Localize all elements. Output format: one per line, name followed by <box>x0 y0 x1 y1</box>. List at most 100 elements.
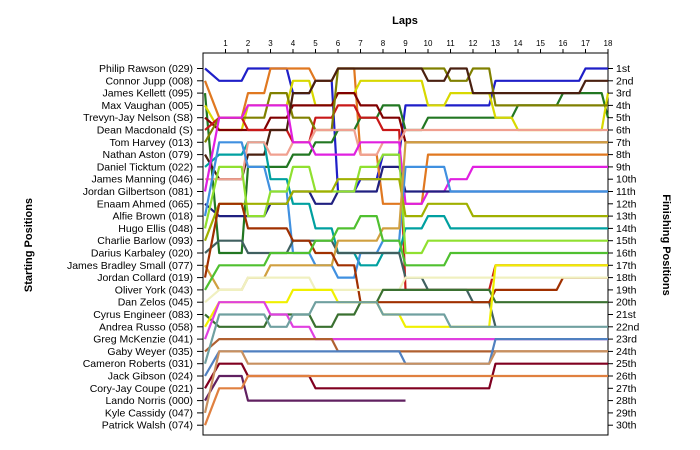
driver-label: Jordan Collard (019) <box>97 272 193 284</box>
finish-position-label: 15th <box>616 235 637 247</box>
driver-line <box>203 301 608 365</box>
finish-position-label: 30th <box>616 420 637 432</box>
finish-position-label: 14th <box>616 223 637 235</box>
finish-position-label: 9th <box>616 161 631 173</box>
finish-position-label: 4th <box>616 100 631 112</box>
lap-tick-label: 18 <box>604 39 613 48</box>
driver-label: Dan Zelos (045) <box>118 297 193 309</box>
driver-line <box>203 350 608 414</box>
finish-position-label: 1st <box>616 63 630 75</box>
finish-position-label: 3rd <box>616 88 631 100</box>
lap-tick-label: 1 <box>223 39 228 48</box>
driver-label: Daniel Ticktum (022) <box>97 161 193 173</box>
finish-position-label: 28th <box>616 395 637 407</box>
driver-label: Greg McKenzie (041) <box>93 334 193 346</box>
y-axis-left-label: Starting Positions <box>23 198 35 292</box>
driver-line <box>204 374 406 402</box>
driver-label: Cyrus Engineer (083) <box>93 309 193 321</box>
driver-line <box>204 264 608 328</box>
finish-position-label: 2nd <box>616 75 634 87</box>
finish-position-label: 25th <box>616 358 637 370</box>
driver-label: Darius Karbaley (020) <box>91 248 193 260</box>
driver-label: Kyle Cassidy (047) <box>105 407 193 419</box>
y-axis-right-label: Finishing Positions <box>660 194 672 295</box>
finish-position-label: 6th <box>616 125 631 137</box>
driver-line <box>205 128 608 181</box>
lap-tick-label: 7 <box>358 39 363 48</box>
finish-position-label: 18th <box>616 272 637 284</box>
driver-label: James Bradley Small (077) <box>67 260 193 272</box>
lap-tick-label: 10 <box>424 39 433 48</box>
driver-lines <box>203 67 610 426</box>
driver-label: Philip Rawson (029) <box>99 63 193 75</box>
lap-tick-label: 5 <box>313 39 318 48</box>
lap-tick-label: 16 <box>559 39 568 48</box>
finish-position-label: 10th <box>616 174 637 186</box>
finish-position-label: 16th <box>616 248 637 260</box>
lap-tick-label: 17 <box>581 39 590 48</box>
lap-tick-label: 13 <box>491 39 500 48</box>
finish-position-label: 7th <box>616 137 631 149</box>
lap-tick-label: 4 <box>291 39 296 48</box>
driver-label: Enaam Ahmed (065) <box>97 198 193 210</box>
driver-line <box>203 202 608 304</box>
lap-tick-label: 12 <box>469 39 478 48</box>
finish-position-label: 8th <box>616 149 631 161</box>
driver-label: Jack Gibson (024) <box>108 371 193 383</box>
driver-label: Jordan Gilbertson (081) <box>83 186 193 198</box>
driver-label: James Kellett (095) <box>103 88 193 100</box>
driver-line <box>203 178 608 242</box>
finish-position-label: 22nd <box>616 321 640 333</box>
driver-label: Nathan Aston (079) <box>103 149 193 161</box>
lap-tick-label: 8 <box>381 39 386 48</box>
lap-ticks: 1 2 3 4 5 6 7 8 9 10 11 12 13 14 15 16 17 18 <box>223 39 613 53</box>
finish-position-label: 13th <box>616 211 637 223</box>
driver-label: James Manning (046) <box>91 174 193 186</box>
driver-label: Oliver York (043) <box>115 284 193 296</box>
driver-line <box>204 141 608 267</box>
lap-tick-label: 11 <box>446 39 455 48</box>
driver-label: Alfie Brown (018) <box>112 211 193 223</box>
driver-label: Dean Macdonald (S) <box>97 125 193 137</box>
driver-label: Andrea Russo (058) <box>99 321 193 333</box>
driver-label: Charlie Barlow (093) <box>97 235 193 247</box>
lap-tick-label: 3 <box>268 39 273 48</box>
driver-line <box>203 153 608 255</box>
driver-label: Cameron Roberts (031) <box>83 358 193 370</box>
finish-position-label: 21st <box>616 309 636 321</box>
lap-tick-label: 14 <box>514 39 523 48</box>
finish-position-label: 26th <box>616 371 637 383</box>
finishing-position-labels: 1st2nd3rd4th5th6th7th8th9th10th11th12th1… <box>608 63 640 432</box>
driver-label: Trevyn-Jay Nelson (S8) <box>83 112 193 124</box>
finish-position-label: 11th <box>616 186 636 198</box>
lap-tick-label: 6 <box>336 39 341 48</box>
finish-position-label: 12th <box>616 198 637 210</box>
driver-line <box>203 104 608 205</box>
finish-position-label: 24th <box>616 346 637 358</box>
finish-position-label: 29th <box>616 407 637 419</box>
finish-position-label: 17th <box>616 260 637 272</box>
finish-position-label: 23rd <box>616 334 637 346</box>
driver-label: Tom Harvey (013) <box>110 137 193 149</box>
lap-tick-label: 9 <box>403 39 408 48</box>
finish-position-label: 5th <box>616 112 631 124</box>
starting-position-labels: Philip Rawson (029)Connor Jupp (008)Jame… <box>67 63 203 432</box>
finish-position-label: 27th <box>616 383 637 395</box>
driver-label: Connor Jupp (008) <box>105 75 193 87</box>
driver-line <box>204 141 608 291</box>
driver-line <box>204 67 608 181</box>
driver-label: Max Vaughan (005) <box>102 100 193 112</box>
driver-line <box>204 276 608 304</box>
lap-tick-label: 15 <box>536 39 545 48</box>
driver-label: Gaby Weyer (035) <box>107 346 193 358</box>
driver-label: Cory-Jay Coupe (021) <box>90 383 193 395</box>
driver-label: Lando Norris (000) <box>105 395 193 407</box>
driver-line <box>204 215 608 291</box>
driver-label: Hugo Ellis (048) <box>118 223 193 235</box>
finish-position-label: 19th <box>616 284 637 296</box>
lap-tick-label: 2 <box>246 39 251 48</box>
finish-position-label: 20th <box>616 297 637 309</box>
chart-title: Laps <box>392 15 418 27</box>
driver-label: Patrick Walsh (074) <box>102 420 193 432</box>
